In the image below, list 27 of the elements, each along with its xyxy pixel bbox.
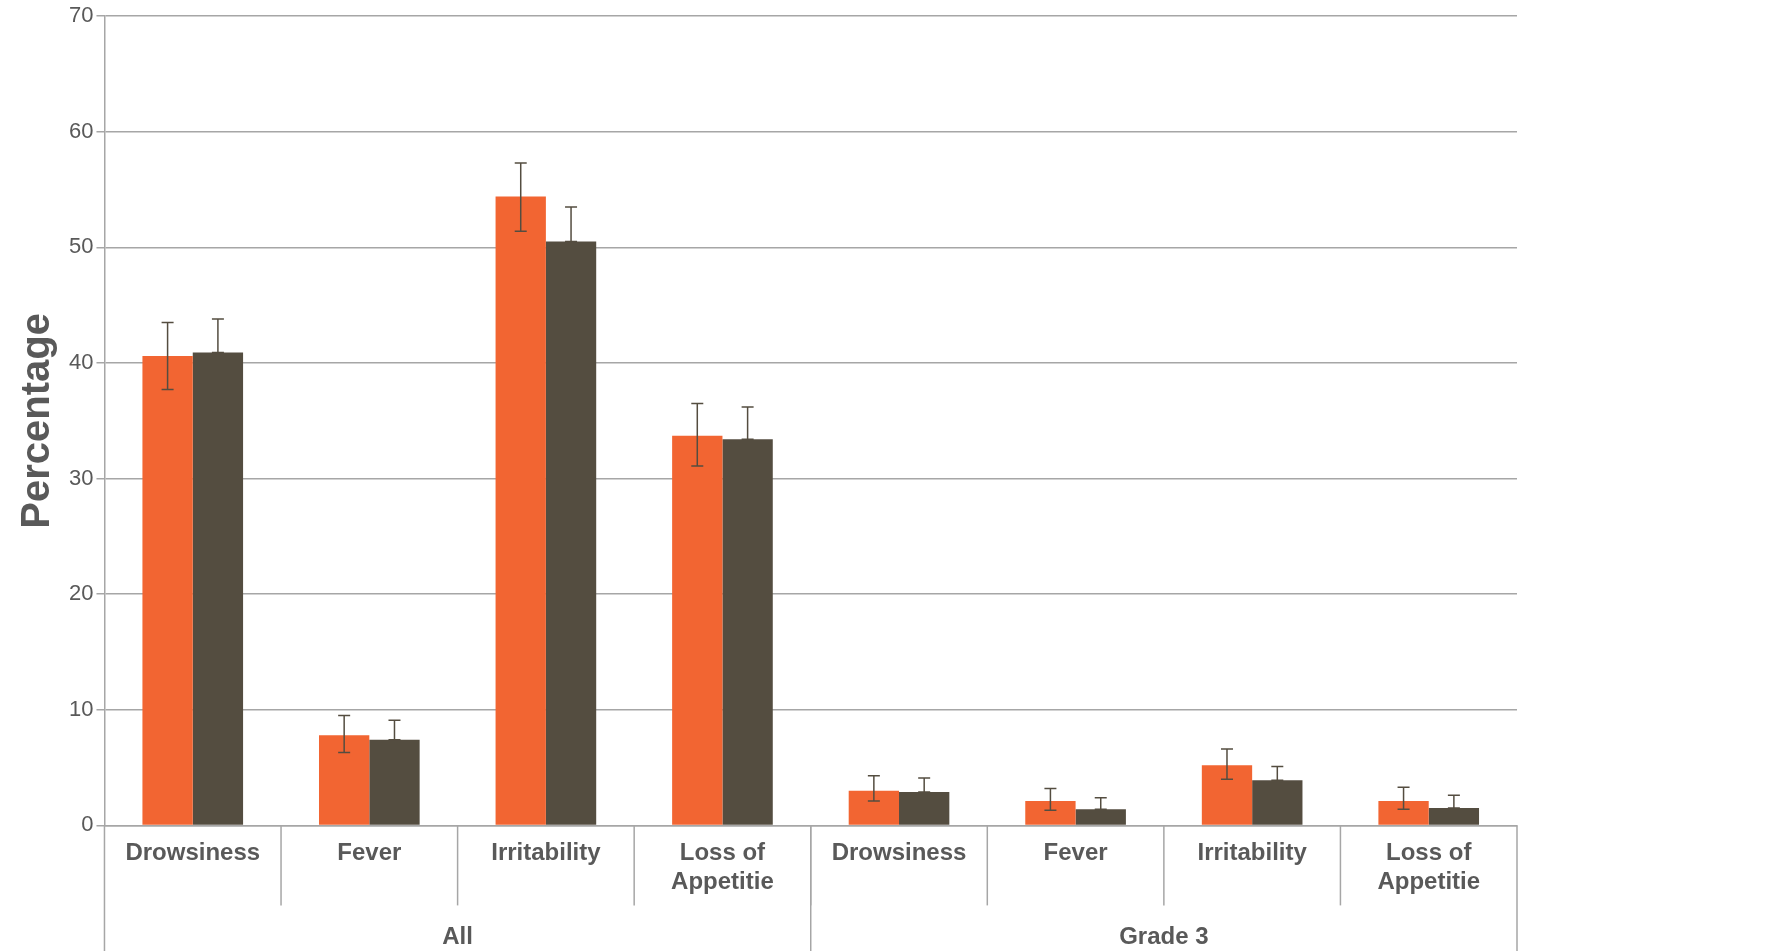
x-tick-label: Loss of Appetitie: [1377, 838, 1481, 895]
bar: [495, 196, 546, 825]
bar: [1201, 765, 1253, 825]
y-tick-label: 50: [68, 233, 94, 259]
x-tick-label: Fever: [337, 838, 402, 866]
y-tick-label: 20: [68, 580, 94, 606]
x-tick-label: Irritability: [491, 838, 602, 866]
text: All: [442, 921, 473, 949]
y-tick-label: 10: [68, 695, 94, 721]
y-tick-label: 40: [68, 349, 94, 375]
x-tick-label: Loss of Appetitie: [671, 838, 774, 895]
x-tick-label: Drowsiness: [831, 838, 967, 866]
text: Grade 3: [1119, 921, 1209, 949]
bar: [672, 435, 723, 825]
bar: [1025, 801, 1076, 825]
y-tick-label: 70: [68, 2, 94, 28]
x-tick-label: Fever: [1043, 838, 1108, 866]
y-tick-label: 60: [68, 117, 94, 143]
y-axis-title: Percentage: [13, 312, 58, 529]
y-tick-label: 0: [81, 811, 94, 837]
x-tick-label: Drowsiness: [125, 838, 261, 866]
x-tick-label: Irritability: [1197, 838, 1308, 866]
bar: [1378, 801, 1429, 825]
bar: [319, 735, 370, 825]
y-tick-label: 30: [68, 464, 94, 490]
bar: [848, 790, 900, 825]
bar: [142, 356, 193, 825]
